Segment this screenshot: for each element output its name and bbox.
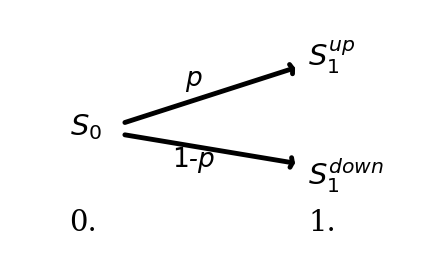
Text: $p$: $p$ [185, 69, 203, 94]
Text: $S_0$: $S_0$ [70, 112, 102, 142]
Text: 0.: 0. [70, 209, 97, 237]
Text: $S_1^{up}$: $S_1^{up}$ [308, 38, 355, 76]
Text: $1$-$p$: $1$-$p$ [173, 144, 215, 175]
Text: $S_1^{down}$: $S_1^{down}$ [308, 157, 384, 195]
Text: 1.: 1. [308, 209, 336, 237]
